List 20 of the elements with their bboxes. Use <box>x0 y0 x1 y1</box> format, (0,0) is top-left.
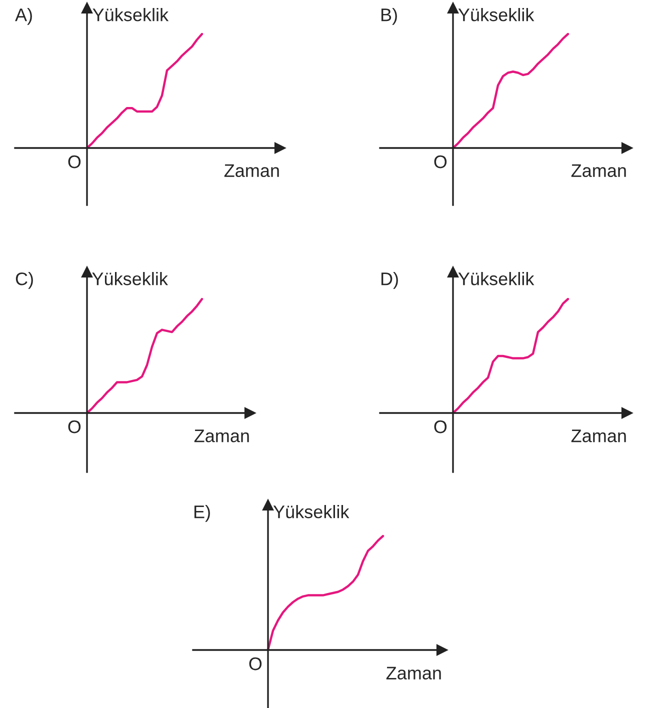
y-axis-title: Yükseklik <box>458 272 534 286</box>
text: O <box>434 420 447 434</box>
text: O <box>68 155 81 168</box>
y-axis-title: Yükseklik <box>458 8 534 22</box>
x-axis-title: Zaman <box>386 666 441 680</box>
x-axis-title: Zaman <box>224 164 279 178</box>
chart-title: B) <box>381 8 397 25</box>
x-axis-title: Zaman <box>194 430 249 442</box>
chart-title: C) <box>16 272 33 289</box>
chart-title: D) <box>381 272 398 289</box>
y-axis-title: Yükseklik <box>92 8 169 22</box>
x-axis-title: Zaman <box>571 164 626 178</box>
text: O <box>249 657 262 670</box>
chart-title: A) <box>15 8 32 25</box>
y-axis-title: Yükseklik <box>273 505 350 518</box>
y-axis-title: Yükseklik <box>92 272 168 286</box>
text: O <box>68 420 81 434</box>
text: O <box>434 155 447 168</box>
chart-title: E) <box>194 505 210 522</box>
x-axis-title: Zaman <box>571 430 626 442</box>
